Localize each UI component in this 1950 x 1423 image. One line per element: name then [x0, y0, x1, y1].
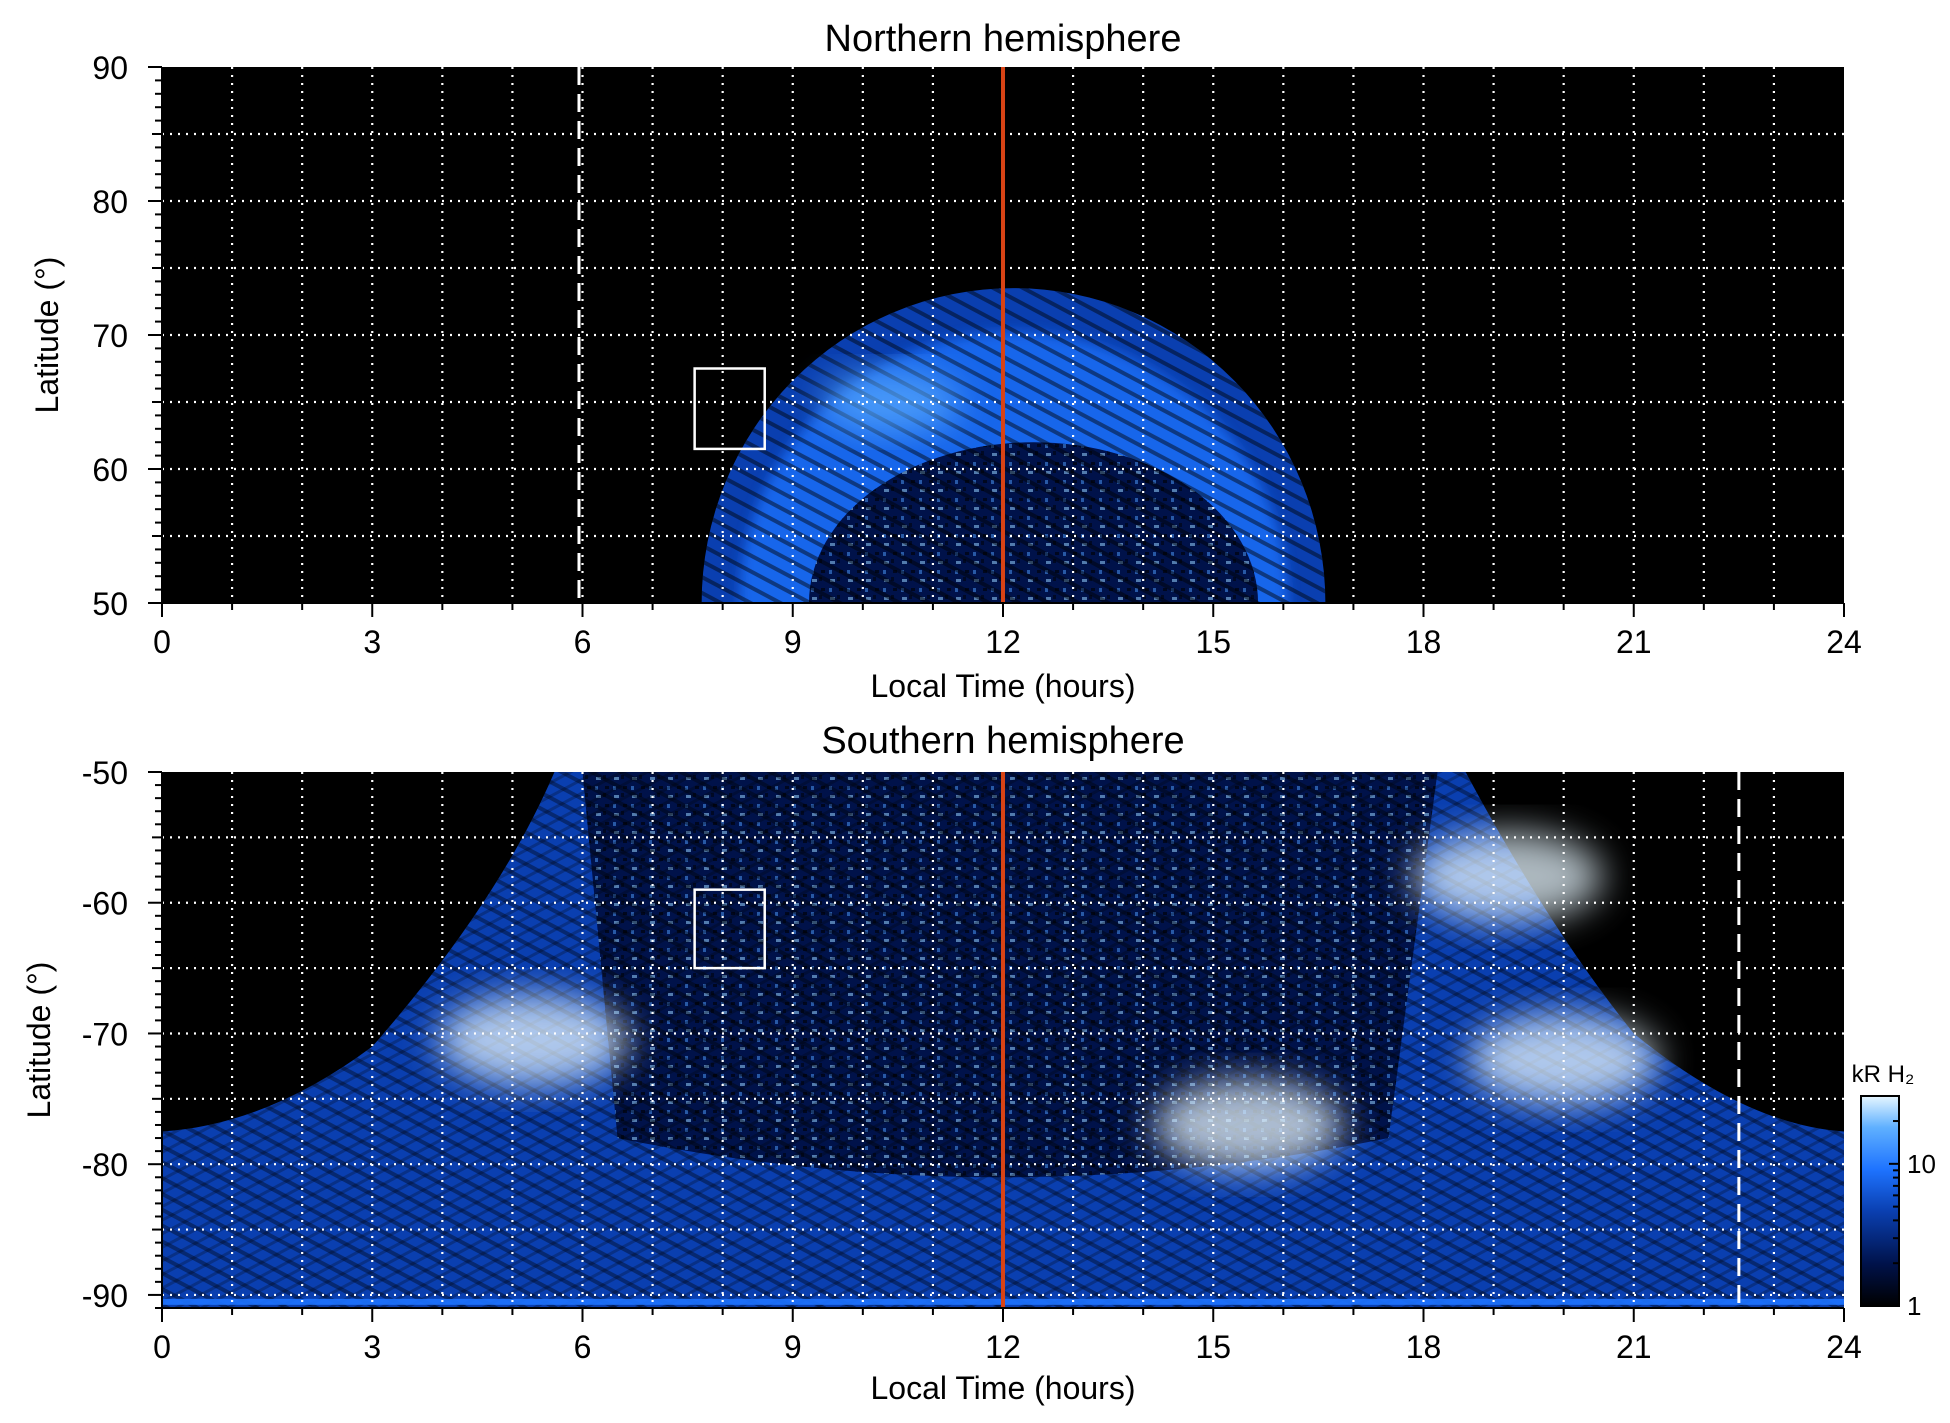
- northern-x-tick-label: 6: [574, 624, 592, 660]
- northern-x-tick-label: 12: [985, 624, 1021, 660]
- northern-x-tick-label: 3: [363, 624, 381, 660]
- colorbar-gradient: [1860, 1095, 1900, 1307]
- southern-y-axis-label: Latitude (°): [21, 962, 57, 1119]
- southern-highlight-box: [693, 888, 766, 970]
- northern-axes: 0 3 6 9 12 15 18 21 24 50 60 70 80 90: [92, 50, 1861, 660]
- southern-x-tick-label: 12: [985, 1329, 1021, 1365]
- northern-y-tick-label: 60: [92, 452, 128, 488]
- southern-bright-patch-0: [438, 995, 629, 1085]
- southern-x-tick-label: 0: [153, 1329, 171, 1365]
- colorbar-ticks: 1 10: [1889, 1095, 1936, 1321]
- southern-reference-lines: [1001, 772, 1741, 1308]
- northern-y-tick-label: 80: [92, 184, 128, 220]
- southern-title: Southern hemisphere: [821, 720, 1184, 762]
- southern-y-tick-label: -60: [82, 886, 128, 922]
- southern-x-tick-label: 3: [363, 1329, 381, 1365]
- southern-x-tick-label: 6: [574, 1329, 592, 1365]
- southern-x-tick-label: 18: [1406, 1329, 1442, 1365]
- colorbar-tick-label: 1: [1907, 1291, 1921, 1321]
- northern-x-tick-label: 21: [1616, 624, 1652, 660]
- northern-x-tick-label: 9: [784, 624, 802, 660]
- northern-y-axis-label: Latitude (°): [29, 257, 65, 414]
- northern-x-tick-label: 24: [1826, 624, 1862, 660]
- northern-panel: Northern hemisphere 0 3 6 9 12 15 18 21 24 50 60 70…: [29, 18, 1862, 704]
- southern-x-tick-label: 9: [784, 1329, 802, 1365]
- southern-y-tick-label: -90: [82, 1278, 128, 1314]
- southern-x-axis-label: Local Time (hours): [871, 1370, 1136, 1406]
- northern-x-tick-label: 0: [153, 624, 171, 660]
- southern-y-tick-label: -80: [82, 1147, 128, 1183]
- northern-y-tick-label: 70: [92, 318, 128, 354]
- southern-y-tick-label: -50: [82, 755, 128, 791]
- colorbar-tick-label: 10: [1907, 1149, 1936, 1179]
- southern-axes: 0 3 6 9 12 15 18 21 24 -90 -80 -70 -60 -50: [82, 755, 1862, 1365]
- southern-bright-patch-2: [1468, 1014, 1659, 1105]
- colorbar: kR H₂ 1 10: [1852, 1061, 1936, 1321]
- northern-x-axis-label: Local Time (hours): [871, 668, 1136, 704]
- northern-reference-lines: [577, 67, 1005, 603]
- northern-title: Northern hemisphere: [825, 18, 1182, 60]
- northern-y-tick-label: 50: [92, 586, 128, 622]
- southern-y-tick-label: -70: [82, 1016, 128, 1052]
- northern-y-tick-label: 90: [92, 50, 128, 86]
- southern-x-tick-label: 21: [1616, 1329, 1652, 1365]
- northern-highlight-box: [693, 367, 766, 451]
- northern-emission: [701, 288, 1326, 603]
- northern-x-tick-label: 15: [1195, 624, 1231, 660]
- northern-x-tick-label: 18: [1406, 624, 1442, 660]
- northern-streak-texture: [701, 288, 1326, 603]
- southern-bright-patch-1: [1153, 1079, 1344, 1170]
- southern-x-tick-label: 15: [1195, 1329, 1231, 1365]
- southern-panel: Southern hemisphere 0 3 6 9 12 15 18 21 24 -90 -80…: [21, 720, 1862, 1406]
- southern-x-tick-label: 24: [1826, 1329, 1862, 1365]
- southern-bright-patch-3: [1412, 831, 1603, 922]
- colorbar-unit-label: kR H₂: [1852, 1061, 1915, 1088]
